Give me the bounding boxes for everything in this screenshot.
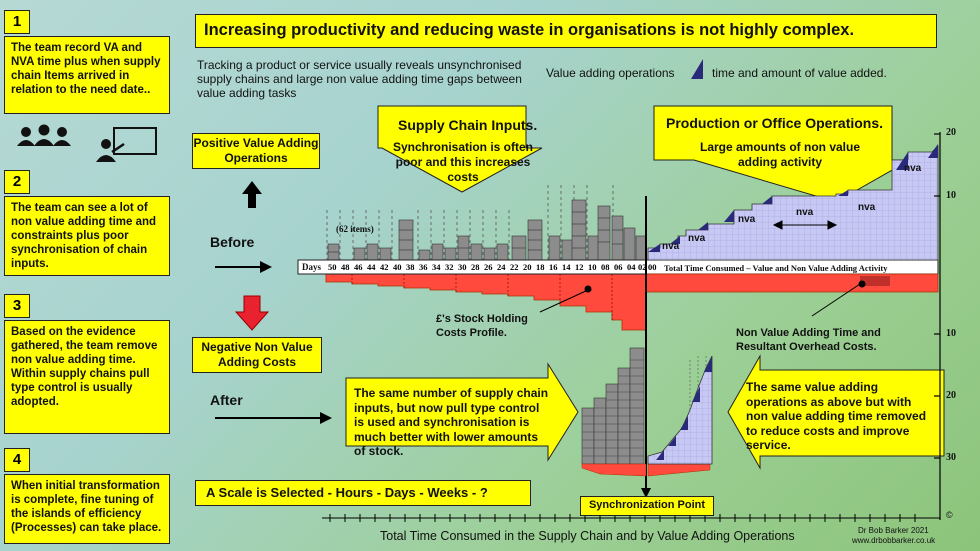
after-arrow-icon bbox=[215, 412, 332, 424]
day-ticks: 50 48 46 44 42 40 38 36 34 32 30 28 26 2… bbox=[328, 262, 657, 274]
sync-line bbox=[641, 196, 651, 498]
right-scale bbox=[934, 132, 941, 520]
day-tick: 48 bbox=[341, 262, 350, 272]
legend-desc: time and amount of value added. bbox=[712, 66, 887, 80]
after-right-callout-shape bbox=[727, 354, 945, 470]
day-tick: 24 bbox=[497, 262, 506, 272]
main-title: Increasing productivity and reducing was… bbox=[195, 14, 937, 48]
down-arrow-icon bbox=[234, 295, 270, 331]
step-1-number: 1 bbox=[4, 10, 30, 34]
step-3-text: Based on the evidence gathered, the team… bbox=[4, 320, 170, 434]
after-supply-bars bbox=[581, 347, 645, 465]
negative-cost-box: Negative Non Value Adding Costs bbox=[192, 337, 322, 373]
nva-label-6: nva bbox=[904, 163, 922, 174]
legend-label: Value adding operations bbox=[546, 66, 675, 80]
production-title: Production or Office Operations. bbox=[666, 115, 884, 131]
day-tick: 42 bbox=[380, 262, 389, 272]
author: Dr Bob Barker 2021 bbox=[858, 526, 929, 535]
step-3-number: 3 bbox=[4, 294, 30, 318]
after-left-callout-shape bbox=[345, 362, 579, 462]
nva-overhead-label: Non Value Adding Time and Resultant Over… bbox=[736, 327, 881, 353]
day-tick: 16 bbox=[549, 262, 558, 272]
supply-callout-shape bbox=[377, 105, 543, 193]
team-icon bbox=[14, 122, 164, 166]
nva-label-3: nva bbox=[738, 214, 756, 225]
day-tick: 14 bbox=[562, 262, 571, 272]
day-tick: 02 bbox=[638, 262, 647, 272]
after-right-text: The same value adding operations as abov… bbox=[746, 380, 927, 452]
sync-point-box: Synchronization Point bbox=[580, 496, 714, 516]
positive-value-box: Positive Value Adding Operations bbox=[192, 133, 320, 169]
up-arrow-icon bbox=[242, 181, 262, 208]
scale-label: 10 bbox=[946, 328, 956, 339]
scale-label: 20 bbox=[946, 390, 956, 401]
scale-label: 20 bbox=[946, 127, 956, 138]
day-tick: 32 bbox=[445, 262, 454, 272]
day-tick: 44 bbox=[367, 262, 376, 272]
nva-label-1: nva bbox=[662, 241, 680, 252]
after-label: After bbox=[210, 392, 243, 408]
day-tick: 04 bbox=[627, 262, 636, 272]
scale-box: A Scale is Selected - Hours - Days - Wee… bbox=[195, 480, 531, 506]
nva-label-4: nva bbox=[796, 207, 814, 218]
day-tick: 38 bbox=[406, 262, 415, 272]
nva-label-2: nva bbox=[688, 233, 706, 244]
day-tick: 18 bbox=[536, 262, 545, 272]
day-tick: 20 bbox=[523, 262, 532, 272]
after-cost-strip bbox=[581, 463, 711, 477]
after-value-profile bbox=[647, 355, 713, 465]
day-tick: 28 bbox=[471, 262, 480, 272]
nva-label-5: nva bbox=[858, 202, 876, 213]
day-tick: 08 bbox=[601, 262, 610, 272]
step-1-text: The team record VA and NVA time plus whe… bbox=[4, 36, 170, 114]
day-tick: 34 bbox=[432, 262, 441, 272]
scale-label: 30 bbox=[946, 452, 956, 463]
day-tick: 10 bbox=[588, 262, 597, 272]
day-tick: 50 bbox=[328, 262, 337, 272]
supply-title: Supply Chain Inputs. bbox=[398, 117, 538, 133]
after-left-text: The same number of supply chain inputs, … bbox=[354, 386, 549, 458]
day-tick: 00 bbox=[648, 262, 657, 272]
before-supply-bars bbox=[327, 199, 647, 261]
before-label: Before bbox=[210, 234, 255, 250]
step-4-text: When initial transformation is complete,… bbox=[4, 474, 170, 544]
production-value-profile bbox=[647, 144, 939, 261]
total-time-label: Total Time Consumed – Value and Non Valu… bbox=[664, 263, 888, 273]
value-adding-icon bbox=[690, 58, 704, 80]
bottom-axis bbox=[322, 514, 940, 522]
days-label: Days bbox=[302, 262, 322, 272]
step-4-number: 4 bbox=[4, 448, 30, 472]
day-tick: 30 bbox=[458, 262, 467, 272]
nva-overhead-strip bbox=[645, 273, 939, 293]
day-tick: 12 bbox=[575, 262, 584, 272]
production-callout-shape bbox=[653, 105, 912, 203]
production-text: Large amounts of non value adding activi… bbox=[699, 140, 861, 169]
step-2-number: 2 bbox=[4, 170, 30, 194]
day-tick: 40 bbox=[393, 262, 402, 272]
copyright: © bbox=[946, 510, 953, 520]
before-arrow-icon bbox=[215, 261, 272, 273]
step-2-text: The team can see a lot of non value addi… bbox=[4, 196, 170, 276]
items-count: (62 items) bbox=[336, 224, 374, 234]
bottom-axis-label: Total Time Consumed in the Supply Chain … bbox=[380, 529, 795, 543]
day-tick: 22 bbox=[510, 262, 519, 272]
intro-text: Tracking a product or service usually re… bbox=[197, 58, 522, 100]
scale-label: 10 bbox=[946, 190, 956, 201]
day-tick: 36 bbox=[419, 262, 428, 272]
day-tick: 26 bbox=[484, 262, 493, 272]
stock-cost-profile bbox=[325, 273, 647, 331]
day-tick: 06 bbox=[614, 262, 623, 272]
stock-costs-label: £'s Stock Holding Costs Profile. bbox=[436, 313, 528, 339]
day-tick: 46 bbox=[354, 262, 363, 272]
website: www.drbobbarker.co.uk bbox=[852, 536, 936, 545]
supply-text: Synchronisation is often poor and this i… bbox=[392, 140, 533, 184]
